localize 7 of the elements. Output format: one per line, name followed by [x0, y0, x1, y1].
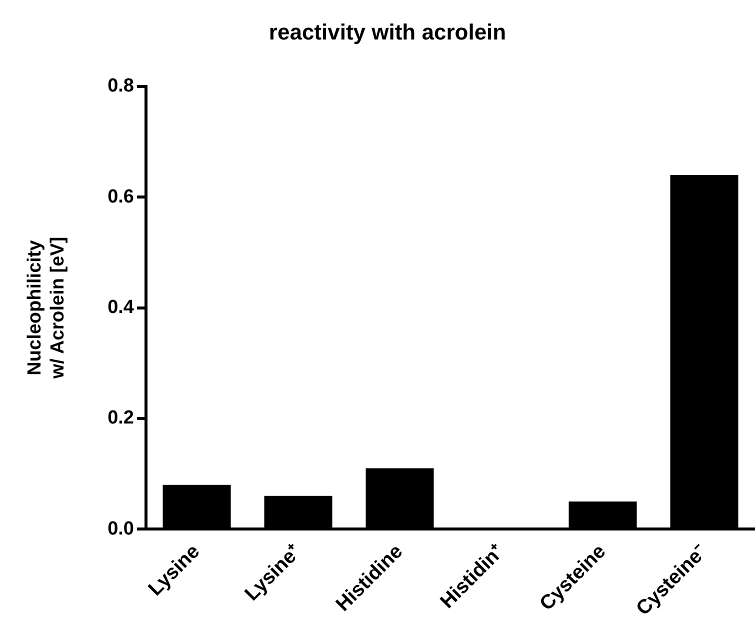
y-tick-label: 0.8	[108, 76, 134, 97]
y-axis-title: Nucleophilicity w/ Acrolein [eV]	[24, 236, 68, 380]
y-tick-label: 0.0	[108, 518, 134, 540]
y-tick-label: 0.2	[108, 408, 134, 429]
y-tick-label: 0.4	[108, 297, 134, 318]
chart-title: reactivity with acrolein	[268, 19, 506, 44]
y-tick-label: 0.6	[108, 186, 134, 208]
